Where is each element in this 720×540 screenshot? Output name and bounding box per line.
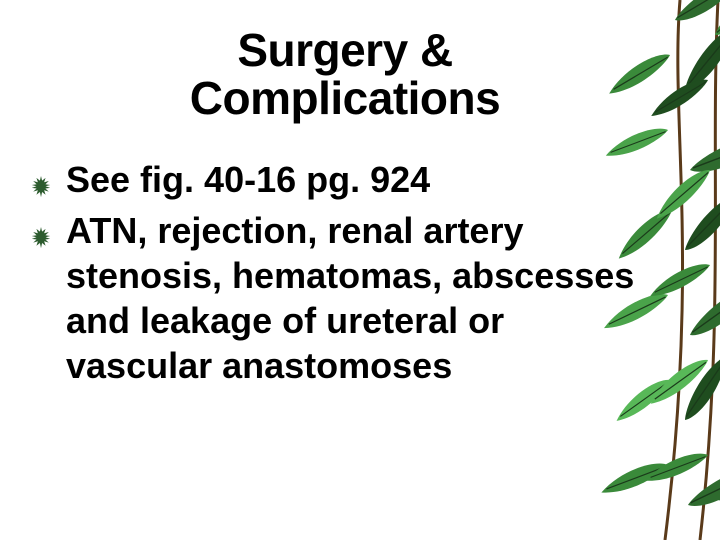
list-item: See fig. 40-16 pg. 924: [30, 157, 660, 202]
slide-title: Surgery & Complications: [30, 26, 660, 123]
title-line-2: Complications: [190, 72, 500, 124]
title-line-1: Surgery &: [237, 24, 452, 76]
bullet-text: See fig. 40-16 pg. 924: [66, 159, 430, 200]
slide: Surgery & Complications See fig. 40-16 p…: [0, 0, 720, 540]
starburst-icon: [30, 163, 52, 185]
bullet-text: ATN, rejection, renal artery stenosis, h…: [66, 210, 634, 386]
list-item: ATN, rejection, renal artery stenosis, h…: [30, 208, 660, 388]
bullet-list: See fig. 40-16 pg. 924 ATN, rejection, r…: [30, 157, 660, 388]
starburst-icon: [30, 214, 52, 236]
